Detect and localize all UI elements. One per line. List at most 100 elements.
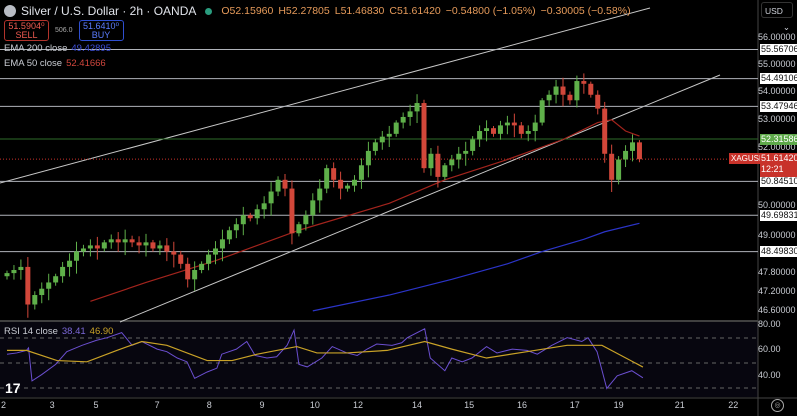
candle[interactable] — [296, 221, 302, 237]
candle[interactable] — [101, 239, 107, 252]
candle[interactable] — [303, 210, 309, 231]
sell-button[interactable]: 51.5904⁰ SELL — [4, 20, 49, 41]
candle[interactable] — [386, 125, 392, 148]
candle[interactable] — [240, 206, 246, 236]
candle[interactable] — [414, 94, 420, 124]
candle[interactable] — [595, 90, 601, 115]
candle[interactable] — [254, 204, 260, 225]
candle[interactable] — [185, 257, 191, 288]
candle[interactable] — [115, 232, 121, 252]
candle[interactable] — [67, 253, 73, 277]
candle[interactable] — [74, 241, 79, 274]
candle[interactable] — [32, 291, 38, 310]
candle[interactable] — [324, 164, 330, 194]
candle[interactable] — [94, 236, 100, 260]
candle[interactable] — [226, 226, 232, 245]
candle[interactable] — [518, 122, 524, 139]
channel-lower-line[interactable] — [119, 74, 721, 323]
candle[interactable] — [345, 183, 351, 192]
candle[interactable] — [129, 235, 135, 248]
candle[interactable] — [379, 131, 385, 150]
candle[interactable] — [504, 115, 510, 135]
candle[interactable] — [331, 162, 337, 188]
candle[interactable] — [372, 138, 378, 156]
candle[interactable] — [463, 141, 469, 166]
candle[interactable] — [407, 104, 413, 126]
candle[interactable] — [247, 212, 253, 222]
candle[interactable] — [393, 120, 399, 137]
candle[interactable] — [213, 241, 218, 265]
currency-dropdown[interactable]: USD ⌄ — [761, 2, 793, 32]
candle[interactable] — [157, 240, 163, 255]
candle[interactable] — [53, 273, 59, 286]
candle[interactable] — [491, 125, 496, 137]
candle[interactable] — [338, 171, 344, 200]
candle[interactable] — [18, 259, 24, 280]
candle[interactable] — [178, 250, 184, 269]
candle[interactable] — [352, 175, 357, 192]
candle[interactable] — [365, 141, 371, 178]
candle[interactable] — [470, 136, 476, 156]
candle[interactable] — [581, 73, 587, 94]
candle[interactable] — [539, 98, 545, 126]
candle[interactable] — [275, 176, 281, 197]
candle[interactable] — [623, 145, 629, 168]
candle[interactable] — [192, 261, 198, 291]
candle[interactable] — [456, 146, 462, 169]
candle[interactable] — [553, 79, 559, 104]
candle[interactable] — [449, 154, 455, 172]
candle[interactable] — [636, 140, 642, 163]
channel-upper-line[interactable] — [0, 7, 651, 184]
symbol-title[interactable]: Silver / U.S. Dollar · 2h · OANDA — [21, 4, 197, 18]
candle[interactable] — [532, 114, 538, 142]
candle[interactable] — [206, 249, 212, 271]
candle[interactable] — [525, 125, 531, 142]
candle[interactable] — [60, 261, 66, 283]
candle[interactable] — [602, 101, 608, 163]
candle[interactable] — [233, 218, 239, 239]
candle[interactable] — [574, 75, 580, 108]
candle[interactable] — [511, 113, 517, 138]
candle[interactable] — [400, 112, 406, 129]
candle[interactable] — [497, 120, 503, 140]
candle[interactable] — [87, 239, 93, 257]
candle[interactable] — [317, 179, 323, 213]
candle[interactable] — [46, 273, 52, 301]
candle[interactable] — [609, 144, 615, 192]
candle[interactable] — [428, 148, 434, 176]
candle[interactable] — [435, 145, 441, 188]
candle[interactable] — [442, 162, 448, 180]
candle[interactable] — [421, 99, 427, 173]
candle[interactable] — [171, 241, 177, 268]
candle[interactable] — [25, 257, 31, 318]
candle[interactable] — [150, 239, 156, 252]
candle[interactable] — [588, 81, 594, 98]
candle[interactable] — [310, 193, 316, 225]
candle[interactable] — [282, 173, 288, 197]
ema50-legend[interactable]: EMA 50 close 52.41666 — [4, 58, 106, 69]
candle[interactable] — [630, 134, 635, 162]
candle[interactable] — [219, 229, 225, 262]
candle[interactable] — [80, 244, 86, 257]
candle[interactable] — [108, 234, 114, 249]
candle[interactable] — [546, 90, 552, 107]
candle[interactable] — [164, 238, 170, 262]
buy-button[interactable]: 51.6410⁰ BUY — [78, 20, 124, 41]
candle[interactable] — [484, 120, 490, 142]
candle[interactable] — [477, 125, 483, 147]
candle[interactable] — [261, 196, 267, 219]
candle[interactable] — [39, 282, 45, 304]
tradingview-logo[interactable]: 17 — [5, 380, 21, 396]
candle[interactable] — [4, 270, 10, 280]
candle[interactable] — [143, 233, 149, 257]
settings-icon[interactable]: ◎ — [771, 399, 784, 412]
candle[interactable] — [268, 182, 274, 216]
candle[interactable] — [136, 236, 142, 254]
ema200-legend[interactable]: EMA 200 close 49.42895 — [4, 43, 111, 54]
candle[interactable] — [11, 265, 17, 280]
candle[interactable] — [122, 229, 128, 256]
candle[interactable] — [289, 180, 295, 245]
candle[interactable] — [560, 77, 566, 107]
candle[interactable] — [616, 156, 622, 185]
